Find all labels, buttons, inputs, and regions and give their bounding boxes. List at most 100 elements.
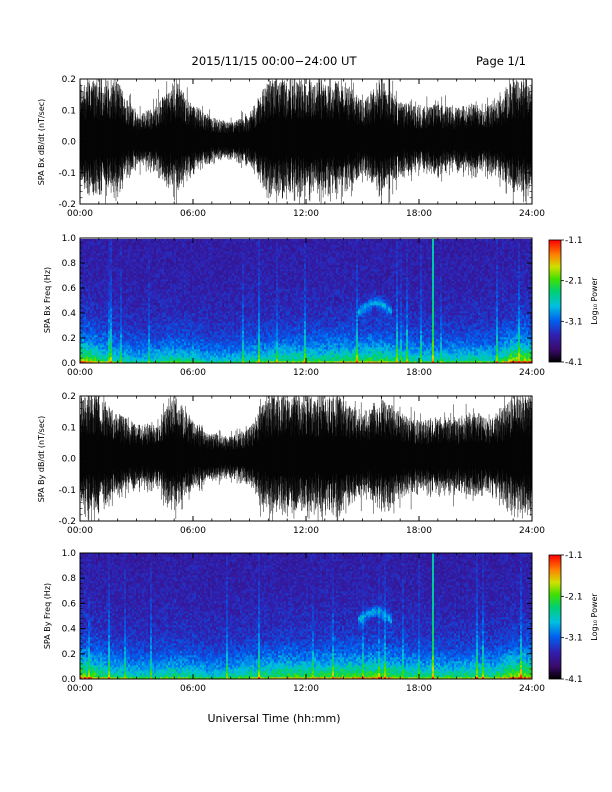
spectrogram-cell bbox=[212, 261, 214, 263]
spectrogram-cell bbox=[96, 319, 98, 321]
spectrogram-cell bbox=[92, 333, 94, 335]
spectrogram-cell bbox=[154, 351, 156, 353]
spectrogram-cell bbox=[164, 327, 166, 329]
spectrogram-cell bbox=[164, 253, 166, 255]
spectrogram-cell bbox=[162, 281, 164, 283]
spectrogram-cell bbox=[154, 241, 156, 243]
spectrogram-cell bbox=[194, 273, 196, 275]
spectrogram-cell bbox=[166, 313, 168, 315]
spectrogram-cell bbox=[190, 341, 192, 343]
spectrogram-cell bbox=[170, 305, 172, 307]
spectrogram-cell bbox=[86, 303, 88, 305]
spectrogram-cell bbox=[100, 301, 102, 303]
spectrogram-cell bbox=[124, 297, 126, 299]
spectrogram-cell bbox=[124, 317, 126, 319]
spectrogram-cell bbox=[192, 315, 194, 317]
spectrogram-cell bbox=[140, 251, 142, 253]
spectrogram-cell bbox=[216, 241, 218, 243]
spectrogram-cell bbox=[138, 343, 140, 345]
spectrogram-cell bbox=[110, 351, 112, 353]
spectrogram-cell bbox=[142, 325, 144, 327]
spectrogram-cell bbox=[82, 255, 84, 257]
spectrogram-cell bbox=[94, 257, 96, 259]
spectrogram-cell bbox=[126, 253, 128, 255]
spectrogram-cell bbox=[152, 339, 154, 341]
spectrogram-cell bbox=[138, 297, 140, 299]
spectrogram-cell bbox=[168, 329, 170, 331]
spectrogram-cell bbox=[86, 343, 88, 345]
spectrogram-cell bbox=[110, 311, 112, 313]
spectrogram-cell bbox=[152, 249, 154, 251]
spectrogram-cell bbox=[202, 269, 204, 271]
spectrogram-cell bbox=[236, 285, 238, 287]
spectrogram-cell bbox=[162, 269, 164, 271]
spectrogram-cell bbox=[182, 281, 184, 283]
spectrogram-cell bbox=[124, 255, 126, 257]
spectrogram-cell bbox=[132, 339, 134, 341]
spectrogram-cell bbox=[236, 293, 238, 295]
spectrogram-cell bbox=[148, 347, 150, 349]
spectrogram-cell bbox=[188, 359, 190, 361]
spectrogram-cell bbox=[126, 359, 128, 361]
spectrogram-cell bbox=[158, 291, 160, 293]
spectrogram-cell bbox=[108, 313, 110, 315]
spectrogram-cell bbox=[232, 317, 234, 319]
spectrogram-cell bbox=[82, 345, 84, 347]
spectrogram-cell bbox=[184, 277, 186, 279]
spectrogram-cell bbox=[160, 335, 162, 337]
spectrogram-cell bbox=[186, 247, 188, 249]
spectrogram-cell bbox=[84, 355, 86, 357]
spectrogram-cell bbox=[214, 327, 216, 329]
spectrogram-cell bbox=[86, 287, 88, 289]
spectrogram-cell bbox=[156, 299, 158, 301]
spectrogram-cell bbox=[178, 251, 180, 253]
spectrogram-cell bbox=[128, 357, 130, 359]
spectrogram-cell bbox=[168, 335, 170, 337]
spectrogram-cell bbox=[128, 353, 130, 355]
spectrogram-cell bbox=[196, 273, 198, 275]
spectrogram-cell bbox=[188, 287, 190, 289]
spectrogram-cell bbox=[232, 245, 234, 247]
spectrogram-cell bbox=[234, 359, 236, 361]
spectrogram-cell bbox=[98, 321, 100, 323]
spectrogram-cell bbox=[156, 295, 158, 297]
spectrogram-cell bbox=[126, 319, 128, 321]
spectrogram-cell bbox=[150, 323, 152, 325]
spectrogram-cell bbox=[232, 299, 234, 301]
spectrogram-cell bbox=[182, 309, 184, 311]
spectrogram-cell bbox=[226, 281, 228, 283]
spectrogram-cell bbox=[84, 307, 86, 309]
spectrogram-cell bbox=[156, 323, 158, 325]
spectrogram-cell bbox=[120, 291, 122, 293]
spectrogram-cell bbox=[196, 251, 198, 253]
spectrogram-cell bbox=[130, 353, 132, 355]
spectrogram-cell bbox=[152, 281, 154, 283]
spectrogram-cell bbox=[170, 251, 172, 253]
spectrogram-cell bbox=[226, 301, 228, 303]
spectrogram-cell bbox=[122, 247, 124, 249]
spectrogram-cell bbox=[208, 315, 210, 317]
spectrogram-cell bbox=[96, 327, 98, 329]
spectrogram-cell bbox=[218, 259, 220, 261]
spectrogram-cell bbox=[126, 323, 128, 325]
spectrogram-cell bbox=[140, 317, 142, 319]
spectrogram-cell bbox=[86, 249, 88, 251]
spectrogram-cell bbox=[102, 311, 104, 313]
spectrogram-cell bbox=[130, 325, 132, 327]
spectrogram-cell bbox=[110, 345, 112, 347]
spectrogram-cell bbox=[208, 241, 210, 243]
spectrogram-cell bbox=[136, 295, 138, 297]
spectrogram-cell bbox=[86, 353, 88, 355]
spectrogram-cell bbox=[206, 309, 208, 311]
spectrogram-cell bbox=[168, 319, 170, 321]
spectrogram-cell bbox=[112, 295, 114, 297]
spectrogram-cell bbox=[88, 241, 90, 243]
spectrogram-cell bbox=[190, 281, 192, 283]
spectrogram-cell bbox=[90, 319, 92, 321]
spectrogram-cell bbox=[106, 321, 108, 323]
spectrogram-cell bbox=[146, 291, 148, 293]
spectrogram-cell bbox=[134, 339, 136, 341]
spectrogram-cell bbox=[184, 287, 186, 289]
spectrogram-cell bbox=[158, 321, 160, 323]
spectrogram-cell bbox=[168, 305, 170, 307]
